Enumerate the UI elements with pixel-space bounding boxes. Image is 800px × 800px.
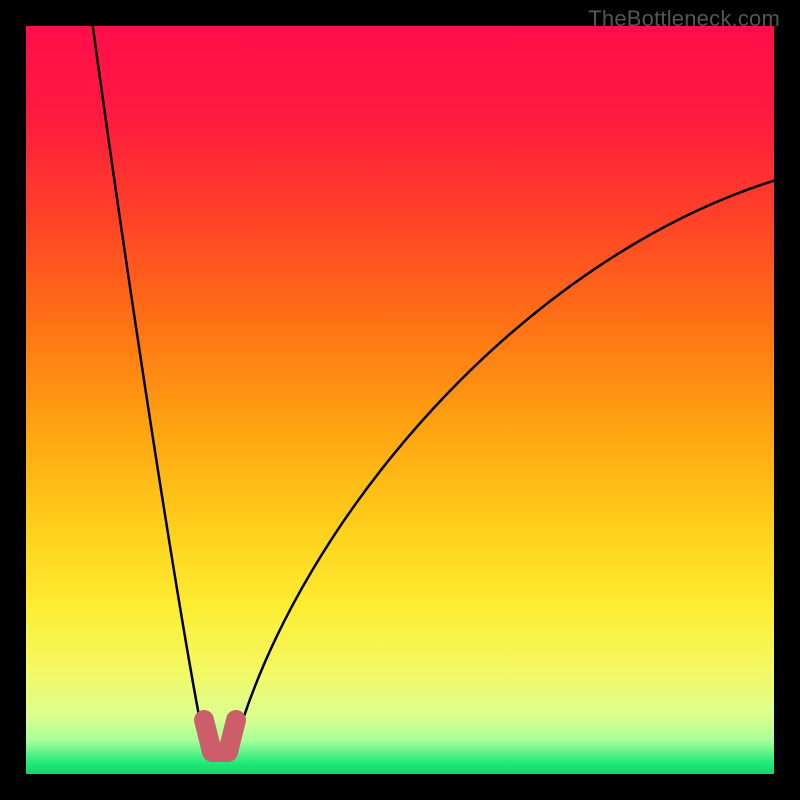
- bottleneck-chart: [0, 0, 800, 800]
- chart-background: [26, 26, 774, 774]
- watermark-text: TheBottleneck.com: [588, 6, 780, 32]
